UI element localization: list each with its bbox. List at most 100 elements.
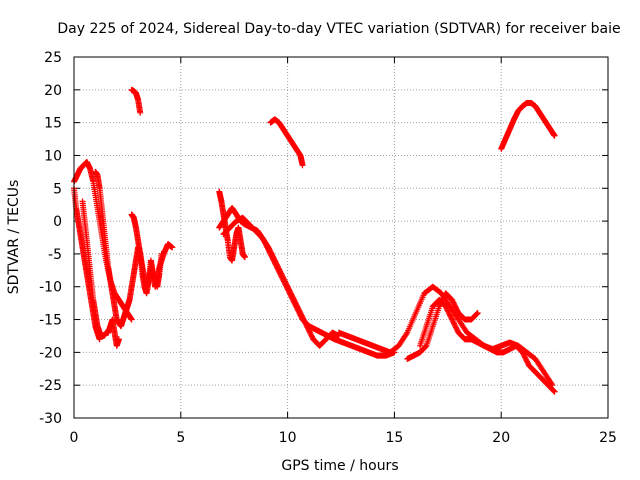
y-tick-label: -10: [39, 280, 62, 296]
data-point: [295, 306, 302, 313]
data-point: [522, 355, 529, 362]
data-point: [285, 285, 292, 292]
data-point: [298, 312, 305, 319]
y-tick-label: 0: [53, 214, 62, 230]
data-point: [169, 244, 176, 251]
data-point: [442, 303, 449, 310]
y-tick-label: 25: [44, 50, 62, 66]
data-point: [115, 336, 122, 343]
data-point: [286, 287, 293, 294]
data-point: [268, 250, 275, 257]
data-point: [304, 324, 311, 331]
data-point: [452, 324, 459, 331]
data-point: [274, 264, 281, 271]
data-point: [283, 281, 290, 288]
data-point: [293, 302, 300, 309]
data-point: [474, 310, 481, 317]
data-point: [450, 299, 457, 306]
data-point: [277, 269, 284, 276]
data-point: [266, 245, 273, 252]
data-point: [265, 244, 272, 251]
plot-frame: [73, 56, 609, 419]
data-point: [297, 309, 304, 316]
data-point: [446, 311, 453, 318]
series-arc-g: [128, 86, 144, 116]
data-point: [269, 253, 276, 260]
y-tick-label: 20: [44, 83, 62, 99]
data-point: [454, 327, 461, 334]
data-point: [550, 388, 557, 395]
data-point: [449, 317, 456, 324]
data-point: [551, 132, 558, 139]
axis-ticks: 0 5 10 15 20 25 25 20 15 10 5 0 -5 -10 -15 -20 -25 -30: [39, 50, 617, 446]
data-point: [449, 316, 456, 323]
data-point: [308, 333, 315, 340]
x-axis-label: GPS time / hours: [281, 458, 398, 474]
data-point: [453, 325, 460, 332]
x-tick-label: 15: [385, 430, 403, 446]
grid-lines: [74, 57, 608, 418]
data-point: [279, 273, 286, 280]
data-point: [422, 344, 429, 351]
y-tick-label: 15: [44, 116, 62, 132]
x-tick-label: 25: [599, 430, 617, 446]
data-point: [288, 291, 295, 298]
data-point: [453, 306, 460, 313]
data-point: [551, 388, 558, 395]
data-point: [276, 266, 283, 273]
data-point: [267, 249, 274, 256]
data-point: [301, 319, 308, 326]
series-arc-i: [216, 204, 398, 359]
data-point: [298, 311, 305, 318]
data-point: [272, 258, 279, 265]
data-point: [271, 257, 278, 264]
data-point: [447, 313, 454, 320]
data-point: [287, 290, 294, 297]
data-point: [278, 271, 285, 278]
series-arc-l: [335, 283, 556, 389]
data-point: [519, 349, 526, 356]
data-point: [451, 302, 458, 309]
data-point: [291, 298, 298, 305]
data-point: [299, 315, 306, 322]
x-tick-label: 5: [176, 430, 185, 446]
data-point: [440, 294, 447, 301]
data-point: [306, 328, 313, 335]
data-point: [289, 294, 296, 301]
y-tick-label: 5: [53, 181, 62, 197]
data-point: [520, 351, 527, 358]
data-point: [473, 311, 480, 318]
data-point: [524, 359, 531, 366]
data-point: [276, 267, 283, 274]
data-point: [303, 321, 310, 328]
data-point: [452, 323, 459, 330]
data-point: [550, 387, 557, 394]
data-point: [280, 275, 287, 282]
data-point: [450, 319, 457, 326]
data-point: [266, 246, 273, 253]
data-point: [450, 300, 457, 307]
data-point: [445, 308, 452, 315]
x-tick-label: 0: [70, 430, 79, 446]
data-point: [403, 330, 410, 337]
data-point: [292, 299, 299, 306]
data-point: [301, 317, 308, 324]
data-point: [450, 320, 457, 327]
series-arc-f: [126, 241, 176, 303]
data-point: [296, 308, 303, 315]
data-point: [294, 304, 301, 311]
data-point: [305, 327, 312, 334]
series-arc-a: [71, 159, 135, 323]
data-point: [449, 296, 456, 303]
series-arc-j: [220, 214, 342, 349]
series-arc-h: [216, 188, 248, 264]
y-tick-label: -30: [39, 411, 62, 427]
data-point: [451, 321, 458, 328]
x-tick-label: 10: [279, 430, 297, 446]
y-tick-label: -15: [39, 313, 62, 329]
data-point: [282, 279, 289, 286]
data-point: [522, 354, 529, 361]
data-point: [283, 282, 290, 289]
data-point: [300, 316, 307, 323]
